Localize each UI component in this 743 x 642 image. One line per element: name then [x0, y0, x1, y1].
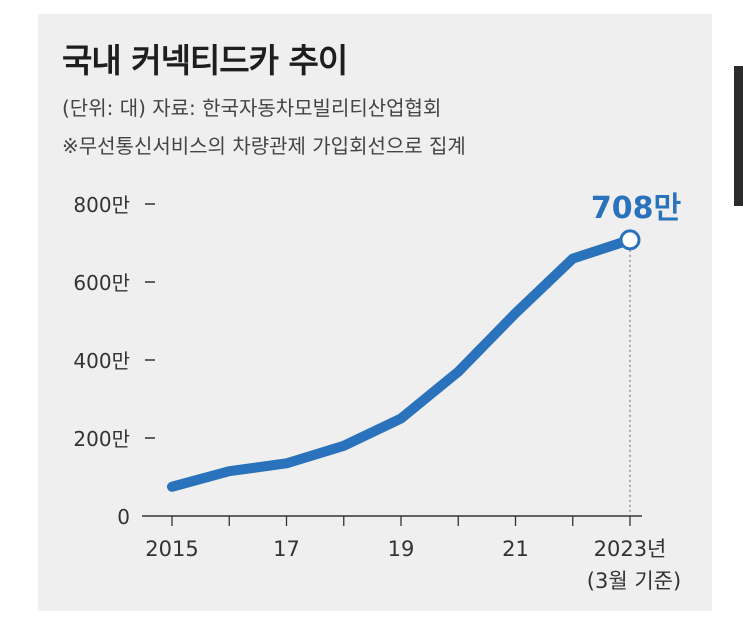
y-tick-label: 0: [117, 505, 130, 529]
chart-marks: [167, 229, 641, 492]
y-tick-label: 200만: [73, 427, 130, 451]
chart-labels: 0 200만 400만 600만 800만 2015 17 19 21 2023년 (3월 기준) 7…: [73, 191, 681, 593]
annotation-value-label: 708만: [591, 191, 682, 226]
chart-axes: [142, 203, 642, 526]
x-tick-label: 2015: [145, 537, 198, 561]
chart-card: [38, 14, 712, 611]
x-tick-label: 19: [388, 537, 415, 561]
x-tick-label: 21: [502, 537, 529, 561]
scroll-indicator: [734, 66, 743, 206]
chart-title: 국내 커넥티드카 추이: [62, 41, 348, 80]
x-tick-label: 2023년: [594, 537, 667, 561]
end-point-marker: [619, 229, 641, 251]
chart-note: ※무선통신서비스의 차량관제 가입회선으로 집계: [62, 134, 466, 158]
y-tick-label: 400만: [73, 349, 130, 373]
y-tick-label: 600만: [73, 271, 130, 295]
series-line: [167, 234, 635, 492]
y-tick-label: 800만: [73, 193, 130, 217]
chart-subtitle: (단위: 대) 자료: 한국자동차모빌리티산업협회: [62, 96, 442, 120]
x-axis-note: (3월 기준): [587, 569, 681, 593]
x-tick-label: 17: [273, 537, 300, 561]
